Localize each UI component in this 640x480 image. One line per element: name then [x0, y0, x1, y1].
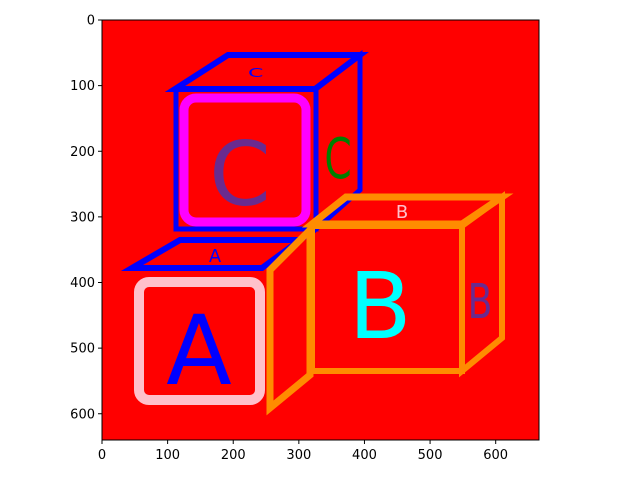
- x-tick-label: 0: [98, 448, 106, 463]
- a-block-frame: [134, 277, 265, 405]
- a-block-top-letter: A: [209, 246, 222, 267]
- b-block-side-letter: B: [468, 275, 493, 330]
- b-block: B B B: [266, 191, 514, 416]
- c-block-side-letter: C: [324, 127, 351, 192]
- c-block-front-letter: C: [209, 123, 270, 226]
- y-tick-label: 300: [70, 210, 95, 225]
- y-tick-label: 500: [70, 342, 95, 357]
- x-tick-label: 500: [418, 448, 443, 463]
- y-tick-label: 0: [87, 14, 95, 29]
- c-block: C C C: [164, 49, 369, 235]
- b-block-left-face: [266, 221, 314, 416]
- x-axis: 0 100 200 300 400 500 600: [98, 440, 508, 463]
- y-tick-label: 100: [70, 79, 95, 94]
- b-block-side-face: [459, 191, 505, 378]
- a-block: A A: [120, 237, 310, 407]
- b-block-top-letter: B: [396, 202, 408, 223]
- y-axis: 0 100 200 300 400 500 600: [70, 14, 102, 422]
- x-tick-label: 300: [286, 448, 311, 463]
- y-tick-label: 400: [70, 276, 95, 291]
- x-tick-label: 400: [352, 448, 377, 463]
- a-block-front-letter: A: [166, 295, 232, 407]
- y-tick-label: 600: [70, 407, 95, 422]
- x-tick-label: 100: [155, 448, 180, 463]
- c-block-top-letter: C: [248, 67, 263, 81]
- x-tick-label: 200: [221, 448, 246, 463]
- c-block-side-face: [313, 49, 363, 235]
- y-tick-label: 200: [70, 145, 95, 160]
- axes-frame: [101, 19, 540, 441]
- c-block-frame: [179, 93, 311, 227]
- image-plot: C C C A A B B B: [102, 20, 539, 440]
- x-tick-label: 600: [483, 448, 508, 463]
- b-block-front-letter: B: [348, 253, 411, 360]
